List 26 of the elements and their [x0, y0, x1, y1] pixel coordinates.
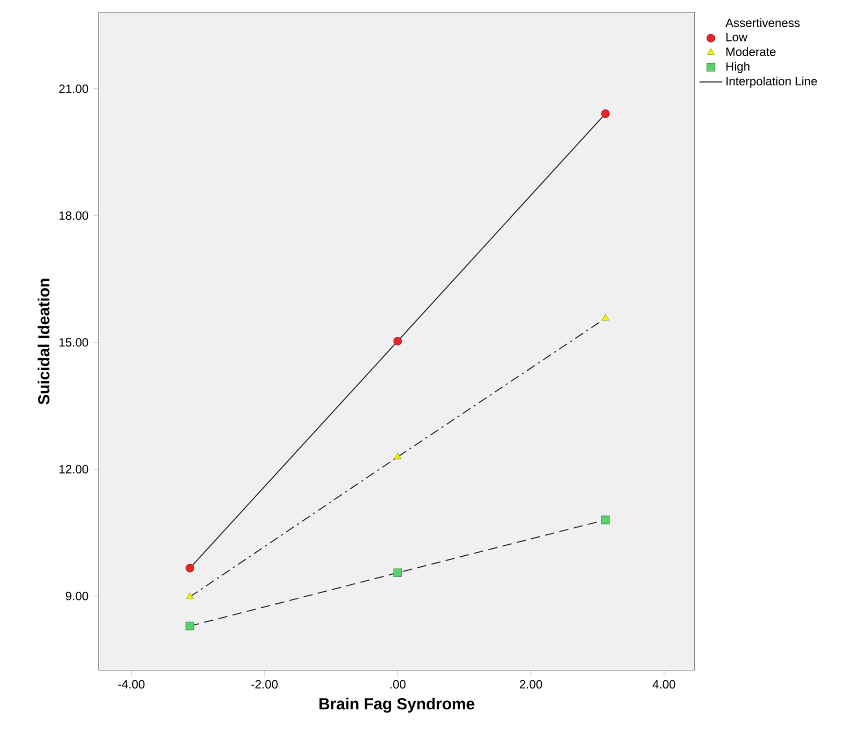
point [393, 336, 402, 346]
point [393, 568, 402, 578]
point [601, 109, 610, 118]
point [186, 564, 194, 572]
point [601, 516, 610, 524]
x-tick-label: 4.00 [652, 680, 676, 689]
y-axis-title: Suicidal Ideation [38, 278, 50, 404]
point [394, 452, 402, 460]
x-tick-label: 2.00 [520, 680, 542, 689]
point [602, 314, 610, 321]
y-tick-label: 15.00 [60, 338, 88, 347]
legend-label: Low [726, 32, 748, 42]
x-tick-label: -4.00 [118, 680, 145, 689]
y-tick-label: 18.00 [60, 211, 88, 220]
y-tick-label: 9.00 [66, 592, 88, 600]
x-tick-label: -2.00 [251, 680, 278, 689]
legend-label: High [726, 62, 750, 74]
point [186, 592, 194, 600]
legend-label: Moderate [726, 47, 776, 56]
legend-label: Interpolation Line [726, 76, 817, 88]
legend-title: Assertiveness [725, 18, 800, 28]
x-tick-label: .00 [390, 680, 406, 689]
x-axis-title: Brain Fag Syndrome [319, 698, 474, 713]
y-tick-label: 21.00 [59, 84, 88, 94]
point [186, 622, 194, 630]
y-tick-label: 12.00 [60, 464, 88, 474]
